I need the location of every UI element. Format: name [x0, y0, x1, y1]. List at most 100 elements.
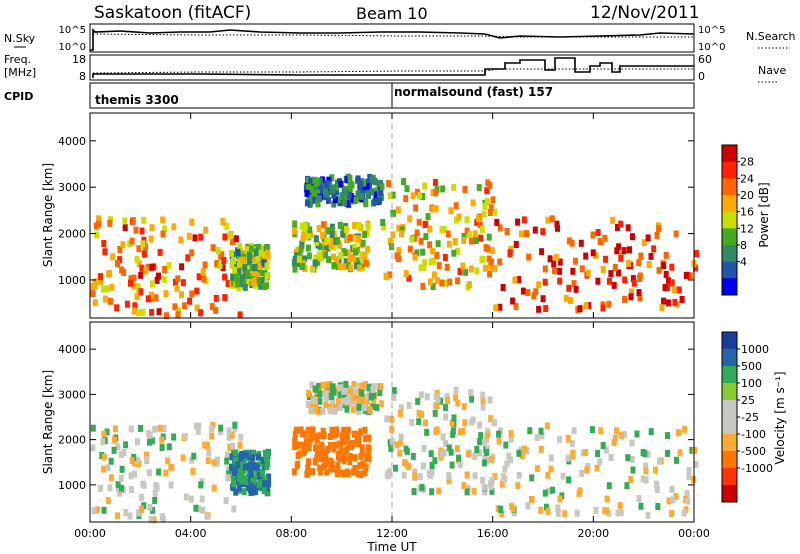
- data-cell: [565, 434, 571, 442]
- data-cell: [147, 431, 153, 439]
- data-cell: [378, 189, 384, 197]
- data-cell: [160, 230, 166, 238]
- data-cell: [618, 509, 624, 517]
- data-cell: [645, 450, 651, 458]
- data-cell: [132, 459, 138, 467]
- data-cell: [324, 237, 330, 245]
- data-cell: [168, 481, 174, 489]
- colorbar-swatch: [722, 332, 737, 350]
- data-cell: [209, 303, 215, 311]
- data-cell: [339, 192, 345, 200]
- data-cell: [104, 428, 110, 436]
- colorbar-swatch: [722, 195, 737, 213]
- data-cell: [693, 250, 699, 257]
- data-cell: [357, 264, 362, 272]
- data-cell: [244, 451, 249, 459]
- data-cell: [323, 401, 329, 409]
- x-axis-label: Time UT: [366, 540, 417, 554]
- data-cell: [305, 470, 310, 478]
- data-cell: [322, 453, 328, 461]
- data-cell: [201, 275, 207, 283]
- data-cell: [480, 476, 486, 484]
- data-cell: [335, 196, 341, 204]
- data-cell: [645, 234, 651, 242]
- data-cell: [485, 445, 491, 453]
- data-cell: [488, 415, 494, 423]
- data-cell: [152, 497, 158, 504]
- data-cell: [345, 249, 351, 257]
- data-cell: [421, 444, 427, 452]
- data-cell: [481, 459, 487, 467]
- data-cell: [180, 279, 186, 287]
- data-cell: [195, 428, 201, 435]
- data-cell: [418, 264, 424, 272]
- data-cell: [446, 472, 452, 480]
- data-cell: [330, 383, 336, 391]
- data-cell: [386, 468, 392, 476]
- data-cell: [357, 396, 363, 404]
- colorbar-swatch: [722, 383, 737, 401]
- data-cell: [521, 216, 527, 224]
- data-cell: [640, 475, 646, 483]
- data-cell: [398, 404, 404, 412]
- data-cell: [157, 424, 163, 432]
- data-cell: [344, 396, 350, 404]
- data-cell: [307, 226, 313, 234]
- data-cell: [595, 277, 601, 285]
- data-cell: [109, 283, 115, 291]
- data-cell: [403, 270, 409, 277]
- data-cell: [674, 456, 679, 464]
- data-cell: [342, 437, 348, 445]
- y-tick-label: 3000: [58, 388, 86, 401]
- data-cell: [358, 187, 364, 194]
- data-cell: [149, 263, 155, 271]
- data-cell: [457, 461, 463, 469]
- data-cell: [369, 175, 375, 183]
- data-cell: [570, 267, 576, 275]
- data-cell: [488, 204, 494, 212]
- data-cell: [243, 475, 249, 483]
- data-cell: [121, 268, 127, 276]
- data-cell: [232, 425, 238, 433]
- data-cell: [305, 426, 311, 434]
- data-cell: [492, 264, 498, 272]
- data-cell: [321, 432, 327, 439]
- data-cell: [112, 436, 117, 444]
- data-cell: [424, 428, 430, 436]
- data-cell: [192, 234, 198, 242]
- data-cell: [343, 193, 349, 201]
- data-cell: [413, 204, 419, 212]
- data-cell: [487, 181, 493, 189]
- data-cell: [352, 389, 358, 396]
- data-cell: [230, 442, 236, 450]
- data-cell: [145, 295, 151, 303]
- data-cell: [304, 199, 310, 207]
- data-cell: [237, 441, 243, 449]
- data-cell: [610, 216, 616, 224]
- data-cell: [626, 259, 632, 267]
- data-cell: [372, 198, 378, 206]
- data-cell: [431, 271, 437, 279]
- data-cell: [150, 506, 156, 514]
- data-cell: [396, 247, 402, 255]
- data-cell: [131, 282, 137, 290]
- data-cell: [676, 286, 682, 294]
- data-cell: [368, 393, 374, 401]
- data-cell: [308, 231, 314, 238]
- data-cell: [436, 262, 442, 270]
- data-cell: [101, 465, 106, 473]
- data-cell: [451, 183, 457, 191]
- data-cell: [237, 259, 243, 267]
- data-cell: [239, 473, 245, 481]
- colorbar-swatch: [722, 366, 737, 384]
- data-cell: [499, 480, 505, 488]
- data-cell: [318, 184, 324, 192]
- data-cell: [362, 404, 368, 412]
- nsearch-tick-top: 10^5: [698, 25, 725, 36]
- data-cell: [141, 250, 147, 258]
- data-cell: [90, 283, 96, 290]
- data-cell: [139, 227, 145, 235]
- data-cell: [147, 438, 152, 446]
- data-cell: [371, 396, 377, 404]
- data-cell: [258, 459, 264, 467]
